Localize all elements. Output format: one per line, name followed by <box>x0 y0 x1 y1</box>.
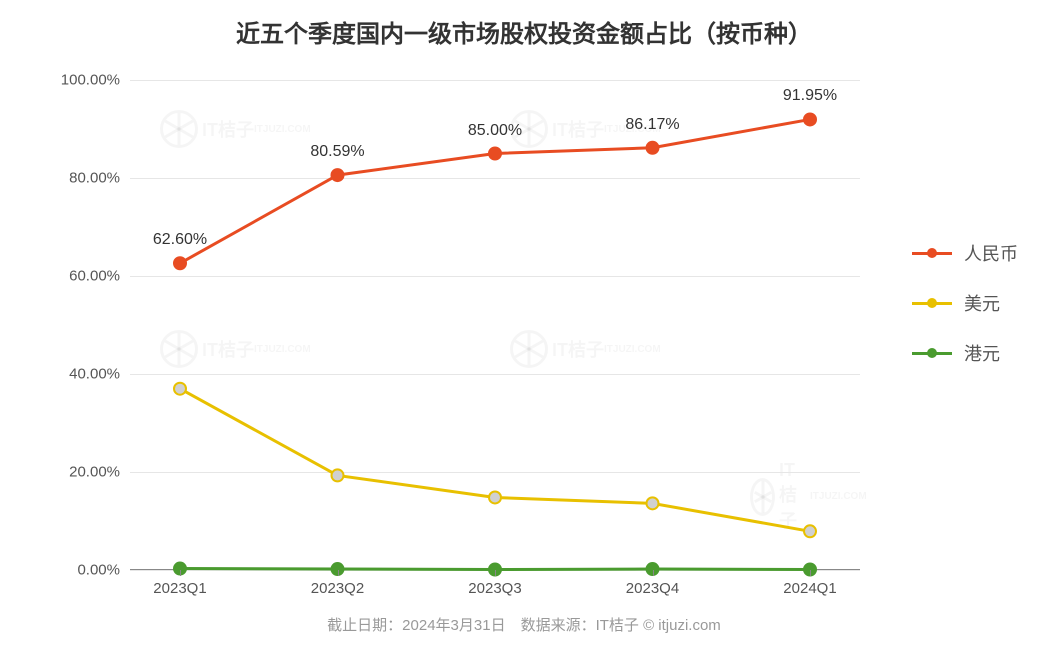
series-marker <box>174 257 186 269</box>
legend-label: 港元 <box>964 340 1000 366</box>
data-label: 86.17% <box>625 116 679 134</box>
series-marker <box>647 497 659 509</box>
data-label: 85.00% <box>468 122 522 140</box>
legend-label: 人民币 <box>964 240 1018 266</box>
y-tick-label: 60.00% <box>69 268 120 285</box>
chart-container: 近五个季度国内一级市场股权投资金额占比（按币种） IT桔子ITJUZI.COM … <box>0 0 1048 649</box>
y-tick-label: 40.00% <box>69 366 120 383</box>
legend-label: 美元 <box>964 290 1000 316</box>
legend-item: 美元 <box>912 290 1018 316</box>
series-marker <box>647 142 659 154</box>
series-marker <box>489 148 501 160</box>
series-line <box>180 119 810 263</box>
series-marker <box>332 169 344 181</box>
series-marker <box>489 491 501 503</box>
x-tick-mark <box>495 570 496 576</box>
series-marker <box>332 469 344 481</box>
plot-area: IT桔子ITJUZI.COM IT桔子ITJUZI.COM IT桔子ITJUZI… <box>130 80 860 570</box>
series-marker <box>804 113 816 125</box>
data-label: 91.95% <box>783 87 837 105</box>
y-tick-label: 0.00% <box>77 562 120 579</box>
legend-swatch <box>912 302 952 305</box>
x-tick-label: 2023Q1 <box>153 580 206 597</box>
y-tick-label: 20.00% <box>69 464 120 481</box>
x-tick-mark <box>810 570 811 576</box>
chart-footer: 截止日期：2024年3月31日 数据来源：IT桔子 © itjuzi.com <box>0 614 1048 635</box>
x-tick-mark <box>338 570 339 576</box>
x-tick-label: 2023Q3 <box>468 580 521 597</box>
legend: 人民币美元港元 <box>912 240 1018 390</box>
legend-item: 港元 <box>912 340 1018 366</box>
series-marker <box>174 383 186 395</box>
legend-swatch <box>912 252 952 255</box>
chart-title: 近五个季度国内一级市场股权投资金额占比（按币种） <box>0 14 1048 49</box>
y-tick-label: 100.00% <box>61 72 120 89</box>
x-tick-mark <box>653 570 654 576</box>
chart-lines <box>130 80 860 570</box>
series-marker <box>804 525 816 537</box>
data-label: 80.59% <box>310 143 364 161</box>
legend-item: 人民币 <box>912 240 1018 266</box>
x-tick-mark <box>180 570 181 576</box>
x-tick-label: 2023Q4 <box>626 580 679 597</box>
y-tick-label: 80.00% <box>69 170 120 187</box>
x-tick-label: 2023Q2 <box>311 580 364 597</box>
series-line <box>180 389 810 532</box>
x-tick-label: 2024Q1 <box>783 580 836 597</box>
legend-swatch <box>912 352 952 355</box>
data-label: 62.60% <box>153 231 207 249</box>
